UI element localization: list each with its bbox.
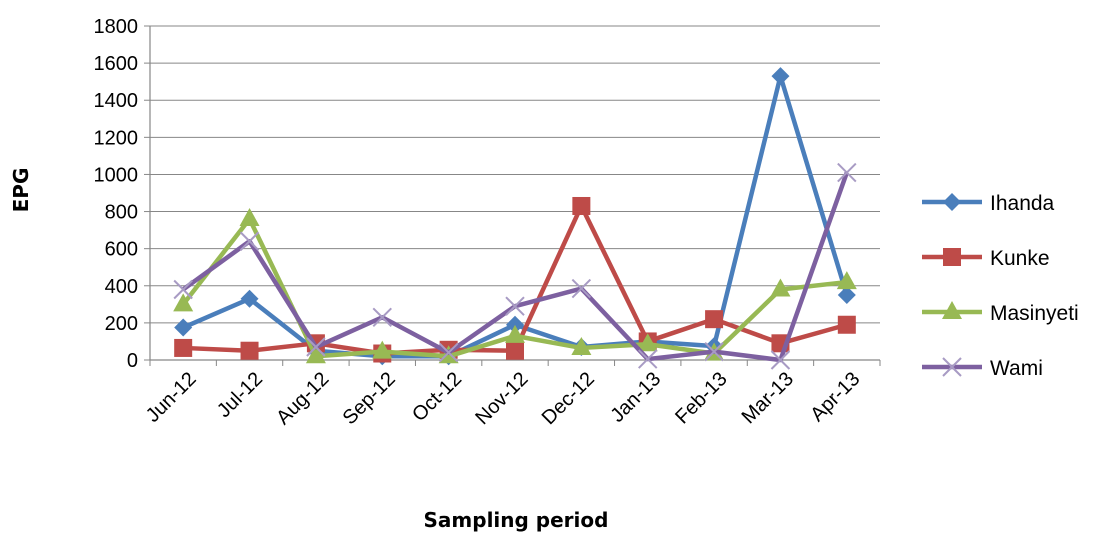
y-tick-label: 1400 — [94, 90, 139, 112]
y-tick-label: 0 — [127, 350, 138, 372]
data-point — [771, 67, 790, 86]
data-point — [174, 338, 193, 357]
y-axis-title: EPG — [9, 168, 33, 213]
data-point — [506, 315, 524, 334]
data-point — [770, 278, 791, 297]
x-tick-label: Feb-13 — [671, 368, 731, 428]
x-tick-label: Oct-12 — [408, 368, 466, 426]
x-axis-title: Sampling period — [424, 508, 609, 532]
x-tick-label: Jul-12 — [213, 368, 267, 422]
y-tick-label: 600 — [105, 239, 138, 261]
data-point — [571, 278, 592, 299]
x-axis-ticks: Jun-12 Jul-12 Aug-12 Sep-12 Oct-12 Nov-12 Dec-… — [142, 360, 881, 429]
data-point — [173, 279, 193, 300]
legend-label: Wami — [990, 357, 1043, 380]
x-tick-label: Sep-12 — [339, 368, 400, 429]
legend: Ihanda Kunke Masinyeti Wami — [922, 192, 1079, 380]
series-kunke — [174, 196, 856, 363]
data-point — [372, 340, 393, 359]
series-group — [173, 67, 857, 370]
x-tick-label: Nov-12 — [471, 368, 532, 429]
data-point — [837, 315, 856, 334]
data-point — [704, 341, 724, 362]
legend-item-kunke: Kunke — [922, 247, 1050, 270]
data-point — [505, 324, 525, 343]
x-tick-label: Aug-12 — [272, 368, 333, 429]
data-point — [705, 310, 724, 329]
axes — [149, 26, 880, 361]
y-tick-label: 800 — [105, 202, 138, 224]
y-tick-label: 1600 — [94, 53, 139, 75]
series-line — [182, 73, 849, 359]
data-point — [239, 231, 260, 251]
data-point — [943, 248, 961, 266]
data-point — [836, 271, 857, 290]
series-wami — [173, 162, 857, 370]
y-tick-label: 200 — [105, 313, 138, 335]
data-point — [572, 196, 591, 215]
series-ihanda — [174, 67, 856, 366]
data-point — [372, 307, 392, 328]
data-point — [306, 337, 326, 357]
data-point — [438, 342, 459, 363]
data-point — [637, 333, 658, 352]
data-point — [505, 296, 525, 316]
legend-label: Ihanda — [990, 192, 1055, 215]
data-point — [305, 345, 326, 364]
data-point — [173, 293, 194, 312]
legend-item-masinyeti: Masinyeti — [922, 301, 1079, 325]
data-point — [837, 286, 856, 305]
y-axis-ticks: 0 200 400 600 800 1000 1200 1400 1600 1800 — [94, 16, 150, 372]
data-point — [240, 289, 259, 308]
legend-item-wami: Wami — [922, 357, 1043, 380]
x-tick-label: Jan-13 — [606, 368, 665, 427]
grid-lines — [150, 25, 880, 324]
data-point — [571, 336, 592, 355]
data-point — [942, 301, 962, 319]
data-point — [943, 193, 961, 211]
legend-label: Kunke — [990, 247, 1050, 270]
y-tick-label: 400 — [105, 276, 138, 298]
legend-label: Masinyeti — [990, 302, 1079, 325]
data-point — [638, 349, 658, 369]
x-tick-label: Mar-13 — [738, 368, 798, 428]
data-point — [506, 341, 524, 360]
data-point — [942, 357, 962, 377]
data-point — [174, 318, 193, 337]
data-point — [837, 162, 857, 183]
x-tick-label: Dec-12 — [538, 368, 599, 429]
y-tick-label: 1800 — [94, 16, 139, 38]
legend-item-ihanda: Ihanda — [922, 192, 1055, 215]
data-point — [770, 350, 791, 370]
y-tick-label: 1000 — [94, 164, 139, 186]
x-tick-label: Apr-13 — [806, 368, 864, 426]
data-point — [239, 207, 260, 226]
x-tick-label: Jun-12 — [142, 368, 201, 427]
data-point — [240, 341, 259, 360]
y-tick-label: 1200 — [94, 127, 139, 149]
